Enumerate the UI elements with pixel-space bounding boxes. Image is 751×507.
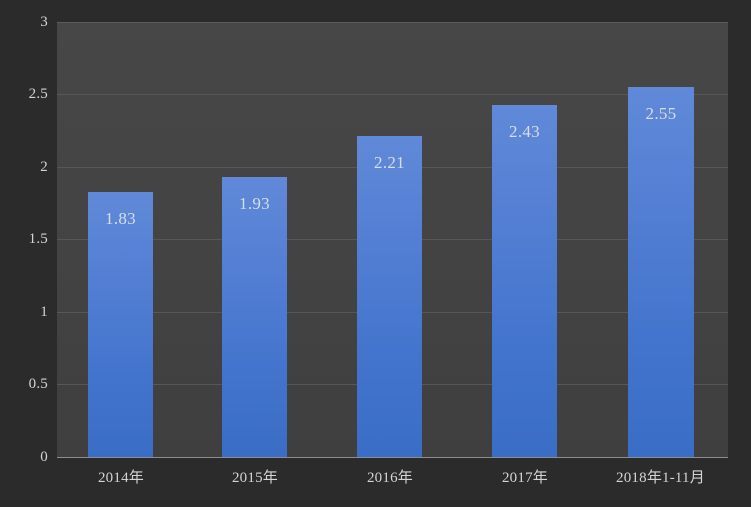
x-axis-label-2018: 2018年1-11月 xyxy=(616,470,705,486)
x-axis-label-2017: 2017年 xyxy=(501,470,548,486)
y-axis-tick-1-5: 1.5 xyxy=(28,231,48,247)
y-axis-tick-3: 3 xyxy=(40,14,48,30)
gridline-3 xyxy=(57,22,728,23)
gridline-2-5 xyxy=(57,94,728,95)
bar-value-label-2016: 2.21 xyxy=(374,153,405,172)
x-axis-label-2016: 2016年 xyxy=(366,470,413,486)
y-axis-tick-0: 0 xyxy=(40,449,48,465)
x-axis-label-2015: 2015年 xyxy=(231,470,278,486)
y-axis-tick-2-5: 2.5 xyxy=(28,86,48,102)
x-axis-label-2014: 2014年 xyxy=(97,470,144,486)
bar-2016[interactable]: 2.21 xyxy=(357,136,422,457)
bar-value-label-2017: 2.43 xyxy=(509,122,540,141)
y-axis-tick-0-5: 0.5 xyxy=(28,376,48,392)
bar-2017[interactable]: 2.43 xyxy=(492,105,557,457)
bar-value-label-2018: 2.55 xyxy=(645,104,677,123)
bar-2015[interactable]: 1.93 xyxy=(222,177,287,457)
y-axis-tick-2: 2 xyxy=(40,159,48,175)
axis-baseline xyxy=(57,457,728,458)
y-axis-tick-1: 1 xyxy=(40,304,48,320)
bar-value-label-2014: 1.83 xyxy=(105,209,136,228)
bar-value-label-2015: 1.93 xyxy=(239,194,270,213)
bar-2018[interactable]: 2.55 xyxy=(628,87,694,457)
bar-2014[interactable]: 1.83 xyxy=(88,192,153,457)
